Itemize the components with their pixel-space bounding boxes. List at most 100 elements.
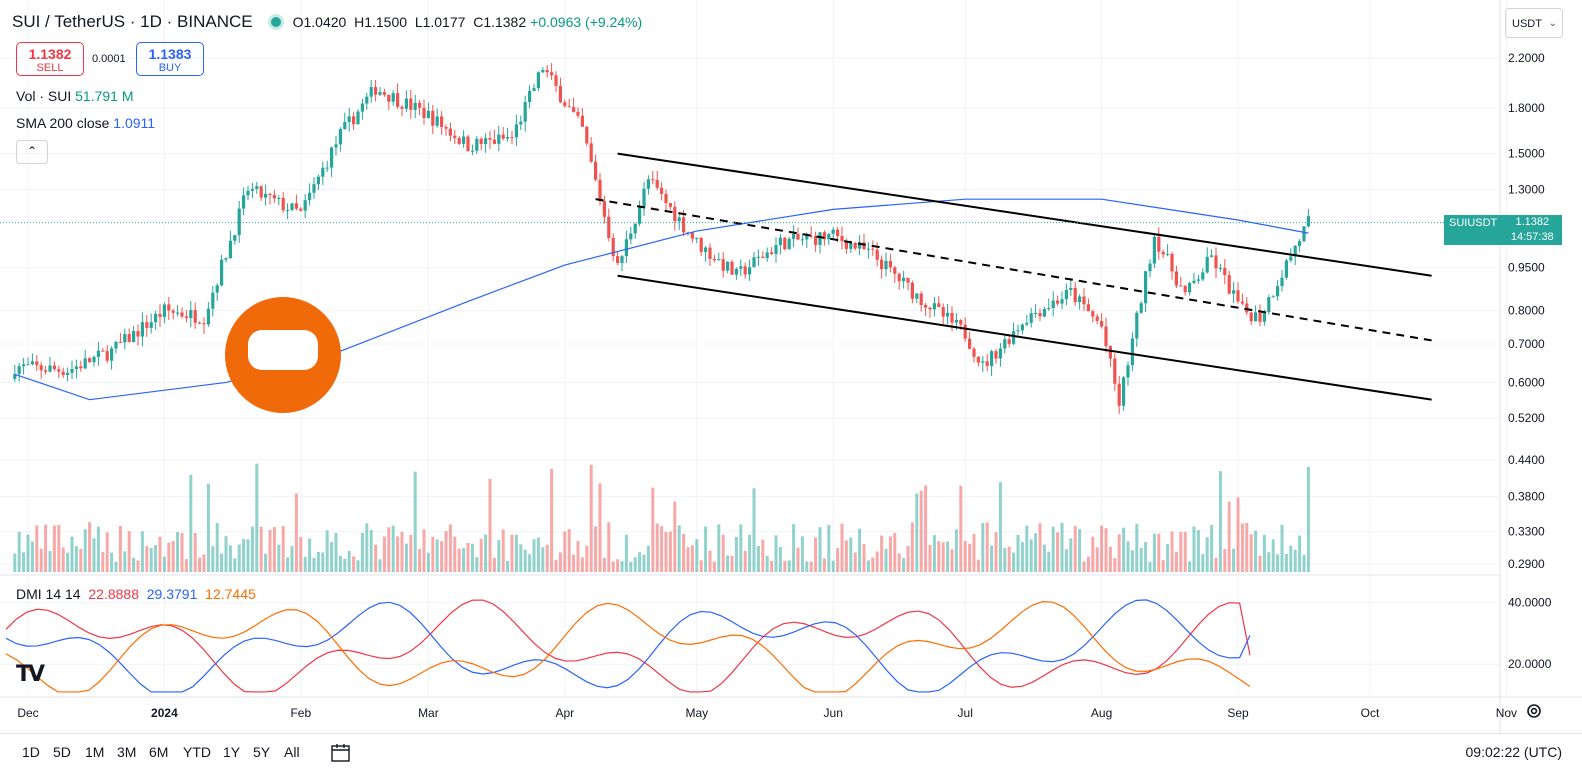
volume-bar bbox=[1302, 554, 1306, 572]
candle-body bbox=[1126, 365, 1130, 378]
volume-bar bbox=[704, 526, 708, 572]
candle-body bbox=[1254, 312, 1258, 322]
volume-bar bbox=[796, 547, 800, 572]
price-tick-label: 0.4400 bbox=[1508, 453, 1545, 467]
volume-bar bbox=[950, 549, 954, 572]
candle-body bbox=[206, 308, 210, 325]
volume-bar bbox=[211, 546, 215, 572]
volume-bar bbox=[1051, 526, 1055, 572]
range-5y[interactable]: 5Y bbox=[253, 744, 271, 760]
candle-body bbox=[594, 161, 598, 180]
candle-body bbox=[325, 167, 329, 169]
candle-body bbox=[365, 96, 369, 104]
sell-button[interactable]: 1.1382 SELL bbox=[16, 42, 84, 76]
candle-body bbox=[690, 232, 694, 239]
candle-body bbox=[1130, 338, 1134, 366]
volume-bar bbox=[1144, 542, 1148, 572]
volume-bar bbox=[1192, 526, 1196, 572]
currency-selector[interactable]: USDT ⌄ bbox=[1505, 8, 1563, 38]
candle-body bbox=[453, 135, 457, 139]
dmi-legend[interactable]: DMI 14 14 22.8888 29.3791 12.7445 bbox=[16, 586, 256, 602]
volume-bar bbox=[906, 545, 910, 572]
volume-bar bbox=[664, 532, 668, 572]
candle-body bbox=[1249, 312, 1253, 322]
candle-body bbox=[950, 312, 954, 323]
time-tick-label: 2024 bbox=[151, 706, 178, 720]
range-1d[interactable]: 1D bbox=[22, 744, 40, 760]
tradingview-logo-icon[interactable]: TV bbox=[16, 662, 45, 687]
candle-body bbox=[1139, 303, 1143, 313]
volume-bar bbox=[827, 524, 831, 572]
volume-bar bbox=[818, 527, 822, 572]
volume-bar bbox=[734, 536, 738, 572]
sma-value: 1.0911 bbox=[113, 115, 156, 131]
volume-bar bbox=[184, 558, 188, 572]
volume-bar bbox=[668, 531, 672, 572]
range-1y[interactable]: 1Y bbox=[223, 744, 241, 760]
volume-bar bbox=[48, 551, 52, 572]
symbol-title[interactable]: SUI / TetherUS · 1D · BINANCE bbox=[12, 12, 253, 31]
volume-bar bbox=[1047, 551, 1051, 572]
candle-body bbox=[778, 237, 782, 246]
volume-bar bbox=[840, 523, 844, 572]
candle-body bbox=[22, 364, 26, 367]
volume-bar bbox=[114, 561, 118, 572]
volume-bar bbox=[426, 552, 430, 572]
volume-bar bbox=[919, 490, 923, 572]
range-5d[interactable]: 5D bbox=[53, 744, 71, 760]
volume-bar bbox=[888, 536, 892, 572]
volume-bar bbox=[325, 530, 329, 572]
price-tick-label: 1.5000 bbox=[1508, 147, 1545, 161]
candle-body bbox=[268, 193, 272, 196]
range-3m[interactable]: 3M bbox=[117, 744, 137, 760]
volume-bar bbox=[224, 536, 228, 572]
volume-bar bbox=[651, 487, 655, 572]
volume-legend[interactable]: Vol · SUI 51.791 M bbox=[16, 88, 134, 104]
sma-legend[interactable]: SMA 200 close 1.0911 bbox=[16, 115, 155, 131]
candle-body bbox=[576, 111, 580, 116]
candle-body bbox=[858, 242, 862, 249]
candle-body bbox=[941, 306, 945, 317]
candle-body bbox=[739, 266, 743, 269]
volume-bar bbox=[1161, 560, 1165, 572]
volume-bar bbox=[880, 535, 884, 572]
collapse-legend-button[interactable]: ⌃ bbox=[16, 140, 48, 164]
range-ytd[interactable]: YTD bbox=[183, 744, 211, 760]
candle-body bbox=[563, 102, 567, 107]
volume-bar bbox=[365, 523, 369, 572]
candle-body bbox=[79, 366, 83, 369]
volume-bar bbox=[118, 525, 122, 572]
volume-bar bbox=[968, 543, 972, 572]
volume-bar bbox=[61, 547, 65, 572]
utc-clock[interactable]: 09:02:22 (UTC) bbox=[1465, 744, 1562, 760]
candle-body bbox=[1236, 290, 1240, 302]
candle-body bbox=[1148, 263, 1152, 272]
candle-body bbox=[717, 259, 721, 261]
candle-body bbox=[985, 361, 989, 367]
candle-body bbox=[1205, 256, 1209, 273]
volume-bar bbox=[1245, 522, 1249, 572]
candle-body bbox=[246, 190, 250, 196]
price-chart[interactable]: 2.2000 1.8000 1.5000 1.3000 0.9500 0.8000 0.70… bbox=[0, 0, 1582, 735]
calendar-icon[interactable] bbox=[330, 742, 352, 764]
candle-body bbox=[1210, 255, 1214, 257]
candle-body bbox=[888, 260, 892, 268]
volume-bar bbox=[915, 493, 919, 572]
candle-body bbox=[866, 248, 870, 250]
candle-body bbox=[915, 293, 919, 299]
range-1m[interactable]: 1M bbox=[85, 744, 105, 760]
chart-settings-button[interactable] bbox=[1525, 702, 1543, 725]
buy-button[interactable]: 1.1383 BUY bbox=[136, 42, 204, 76]
range-all[interactable]: All bbox=[284, 744, 300, 760]
range-6m[interactable]: 6M bbox=[149, 744, 169, 760]
time-tick-label: May bbox=[685, 706, 708, 720]
candle-body bbox=[624, 239, 628, 257]
volume-bar bbox=[140, 531, 144, 572]
volume-bar bbox=[281, 526, 285, 572]
candle-body bbox=[932, 303, 936, 310]
volume-bar bbox=[1210, 524, 1214, 572]
volume-bar bbox=[35, 525, 39, 572]
volume-bar bbox=[1117, 534, 1121, 572]
volume-bar bbox=[1060, 522, 1064, 572]
volume-bar bbox=[1126, 541, 1130, 572]
